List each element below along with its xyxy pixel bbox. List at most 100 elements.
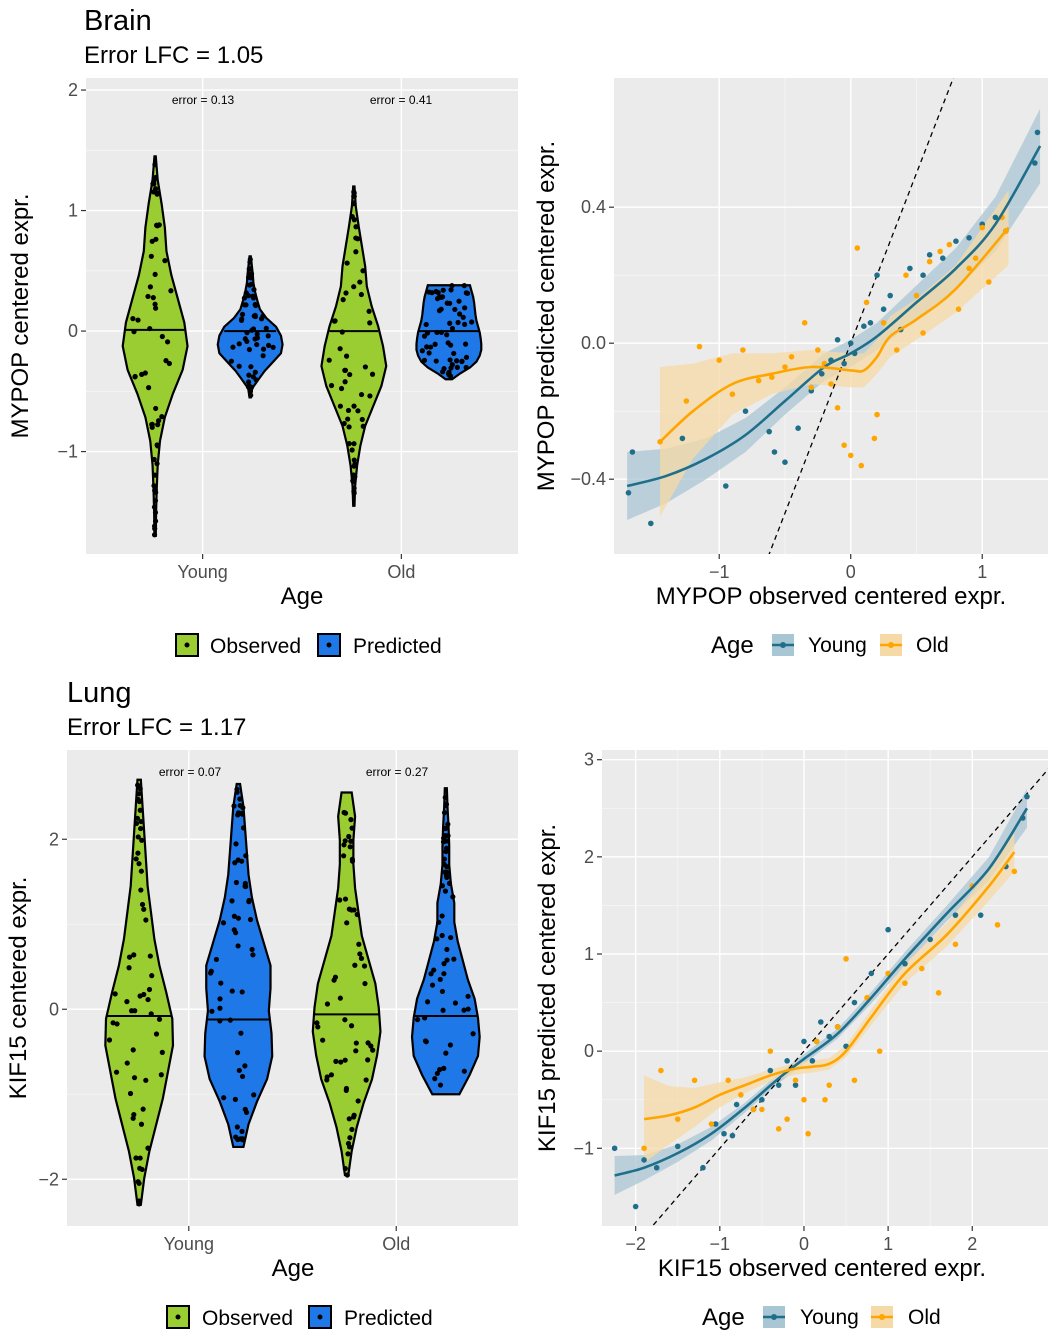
y-tick-label: 1 xyxy=(68,201,78,221)
jitter-point xyxy=(450,894,456,900)
jitter-point xyxy=(133,1155,139,1161)
legend-young-label-2: Young xyxy=(800,1306,859,1329)
jitter-point xyxy=(469,319,475,325)
jitter-point xyxy=(236,341,242,347)
point-old xyxy=(767,1048,774,1054)
jitter-point xyxy=(432,341,438,347)
point-old xyxy=(876,1048,883,1054)
legend-age-title: Age xyxy=(711,632,754,659)
brain-scatter-marks xyxy=(625,78,1042,554)
jitter-point xyxy=(142,370,148,376)
jitter-point xyxy=(135,796,141,803)
point-old xyxy=(847,452,854,459)
point-young xyxy=(880,306,887,313)
jitter-point xyxy=(233,841,239,847)
jitter-point xyxy=(363,1077,369,1083)
jitter-point xyxy=(351,485,357,491)
x-tick-label: 2 xyxy=(967,1234,977,1254)
legend-young-label: Young xyxy=(808,634,867,657)
jitter-point xyxy=(357,279,363,285)
jitter-point xyxy=(424,999,431,1005)
jitter-point xyxy=(333,1058,339,1064)
legend-observed-label-2: Observed xyxy=(202,1307,293,1330)
jitter-point xyxy=(339,329,345,335)
jitter-point xyxy=(134,815,141,821)
jitter-point xyxy=(342,1057,348,1063)
jitter-point xyxy=(234,1124,240,1130)
jitter-point xyxy=(248,392,254,398)
jitter-point xyxy=(230,344,236,350)
jitter-point xyxy=(233,930,239,936)
point-old xyxy=(769,374,775,381)
y-tick-label: 1 xyxy=(584,944,594,964)
jitter-point xyxy=(465,993,471,999)
brain-error-old: error = 0.41 xyxy=(370,93,433,107)
point-old xyxy=(871,435,878,442)
jitter-point xyxy=(345,1151,351,1157)
jitter-point xyxy=(443,873,450,879)
jitter-point xyxy=(428,971,434,977)
point-old xyxy=(986,279,992,285)
confidence-band-old xyxy=(644,832,1015,1163)
point-young xyxy=(851,999,858,1006)
point-old xyxy=(874,411,880,418)
jitter-point xyxy=(231,803,237,809)
jitter-point xyxy=(444,300,450,306)
point-young xyxy=(771,449,778,455)
point-old xyxy=(801,1096,807,1103)
point-young xyxy=(992,214,999,221)
jitter-point xyxy=(130,316,136,322)
point-young xyxy=(792,1082,799,1088)
point-young xyxy=(885,926,891,933)
point-old xyxy=(759,1106,765,1113)
jitter-point xyxy=(324,1074,330,1080)
point-old xyxy=(994,922,1001,928)
point-old xyxy=(903,272,909,279)
jitter-point xyxy=(217,996,223,1002)
point-old xyxy=(826,1082,833,1088)
lung-scatter-axes: −2 −1 0 1 2 −1 0 1 2 3 xyxy=(573,750,977,1254)
jitter-point xyxy=(235,943,241,949)
jitter-point xyxy=(159,1049,165,1055)
jitter-point xyxy=(242,883,248,889)
jitter-point xyxy=(138,818,144,825)
lung-violin-panel: Lung Error LFC = 1.17 −2 0 2 Young Old error… xyxy=(5,677,518,1282)
brain-scatter-axes: −1 0 1 −0.4 0.0 0.4 xyxy=(570,197,987,582)
jitter-point xyxy=(152,301,158,307)
point-old xyxy=(725,1077,732,1084)
point-old xyxy=(880,320,887,326)
point-old xyxy=(708,1121,715,1127)
jitter-point xyxy=(148,1011,154,1017)
jitter-point xyxy=(346,424,352,430)
jitter-point xyxy=(164,339,171,345)
jitter-point xyxy=(341,420,347,427)
jitter-point xyxy=(358,291,364,298)
jitter-point xyxy=(138,887,144,893)
jitter-point xyxy=(342,1165,348,1172)
jitter-point xyxy=(246,346,252,353)
jitter-point xyxy=(241,295,248,301)
legend-predicted-dot-2 xyxy=(317,1314,323,1320)
jitter-point xyxy=(163,358,169,364)
point-old xyxy=(834,405,841,411)
jitter-point xyxy=(462,341,469,347)
jitter-point xyxy=(147,284,153,290)
jitter-point xyxy=(152,162,158,168)
lung-y-axis-title: KIF15 centered expr. xyxy=(5,877,32,1100)
point-young xyxy=(733,1101,740,1108)
point-old xyxy=(716,357,723,364)
point-young xyxy=(861,323,867,330)
y-tick-label: 0.4 xyxy=(581,197,606,217)
jitter-point xyxy=(213,956,220,963)
jitter-point xyxy=(357,951,363,957)
jitter-point xyxy=(138,868,144,874)
jitter-point xyxy=(351,193,357,199)
point-old xyxy=(750,1106,757,1113)
jitter-point xyxy=(253,302,259,309)
jitter-point xyxy=(137,1165,143,1171)
point-old xyxy=(952,941,959,948)
jitter-point xyxy=(153,405,159,412)
jitter-point xyxy=(152,472,158,478)
jitter-point xyxy=(419,348,425,354)
jitter-point xyxy=(229,898,235,904)
